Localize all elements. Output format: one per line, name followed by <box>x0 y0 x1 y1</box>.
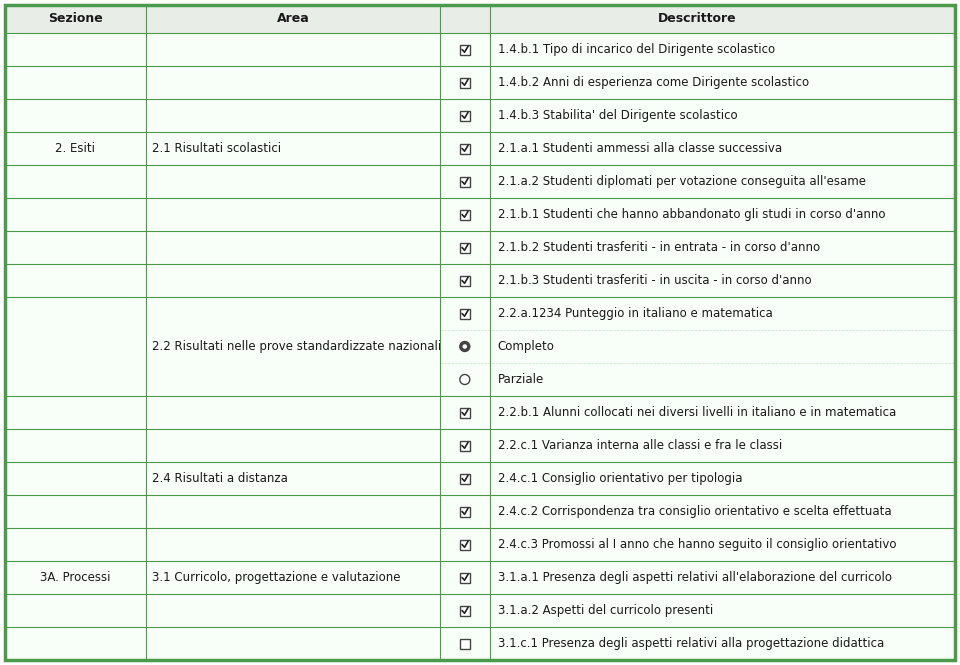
Bar <box>460 309 469 319</box>
Bar <box>5 495 955 528</box>
Text: 1.4.b.3 Stabilita' del Dirigente scolastico: 1.4.b.3 Stabilita' del Dirigente scolast… <box>497 109 737 122</box>
Text: 2.2.a.1234 Punteggio in italiano e matematica: 2.2.a.1234 Punteggio in italiano e matem… <box>497 307 772 320</box>
Circle shape <box>463 344 468 348</box>
Bar <box>5 462 955 495</box>
Bar <box>5 528 955 561</box>
Bar <box>460 573 469 583</box>
Text: 2.1.b.2 Studenti trasferiti - in entrata - in corso d'anno: 2.1.b.2 Studenti trasferiti - in entrata… <box>497 241 820 254</box>
Bar <box>5 561 955 594</box>
Bar <box>460 408 469 418</box>
Bar <box>5 198 955 231</box>
Bar <box>460 539 469 549</box>
Text: 1.4.b.2 Anni di esperienza come Dirigente scolastico: 1.4.b.2 Anni di esperienza come Dirigent… <box>497 76 808 89</box>
Text: 2.4 Risultati a distanza: 2.4 Risultati a distanza <box>152 472 287 485</box>
Bar <box>5 594 955 627</box>
Circle shape <box>460 374 469 384</box>
Text: Descrittore: Descrittore <box>659 13 737 25</box>
Text: 2.4.c.1 Consiglio orientativo per tipologia: 2.4.c.1 Consiglio orientativo per tipolo… <box>497 472 742 485</box>
Bar <box>460 110 469 120</box>
Text: Parziale: Parziale <box>497 373 543 386</box>
Text: 2.1.a.2 Studenti diplomati per votazione conseguita all'esame: 2.1.a.2 Studenti diplomati per votazione… <box>497 175 866 188</box>
Text: 2.1.b.3 Studenti trasferiti - in uscita - in corso d'anno: 2.1.b.3 Studenti trasferiti - in uscita … <box>497 274 811 287</box>
Bar <box>5 396 955 429</box>
Bar <box>460 606 469 616</box>
Bar <box>460 209 469 219</box>
Text: 3.1 Curricolo, progettazione e valutazione: 3.1 Curricolo, progettazione e valutazio… <box>152 571 400 584</box>
Text: Completo: Completo <box>497 340 554 353</box>
Bar <box>460 78 469 88</box>
Bar <box>460 176 469 186</box>
Text: 2.2 Risultati nelle prove standardizzate nazionali: 2.2 Risultati nelle prove standardizzate… <box>152 340 441 353</box>
Text: 3.1.a.2 Aspetti del curricolo presenti: 3.1.a.2 Aspetti del curricolo presenti <box>497 604 712 617</box>
Bar <box>460 45 469 55</box>
Text: Area: Area <box>276 13 309 25</box>
Bar <box>5 5 955 33</box>
Bar <box>5 231 955 264</box>
Text: 3A. Processi: 3A. Processi <box>40 571 110 584</box>
Bar <box>460 144 469 154</box>
Text: 3.1.a.1 Presenza degli aspetti relativi all'elaborazione del curricolo: 3.1.a.1 Presenza degli aspetti relativi … <box>497 571 892 584</box>
Text: 2.1.b.1 Studenti che hanno abbandonato gli studi in corso d'anno: 2.1.b.1 Studenti che hanno abbandonato g… <box>497 208 885 221</box>
Text: 2.4.c.2 Corrispondenza tra consiglio orientativo e scelta effettuata: 2.4.c.2 Corrispondenza tra consiglio ori… <box>497 505 891 518</box>
Bar <box>5 429 955 462</box>
Bar <box>460 638 469 648</box>
Text: 2.1 Risultati scolastici: 2.1 Risultati scolastici <box>152 142 280 155</box>
Text: 2.2.c.1 Varianza interna alle classi e fra le classi: 2.2.c.1 Varianza interna alle classi e f… <box>497 439 781 452</box>
Bar <box>5 297 955 396</box>
Bar <box>5 264 955 297</box>
Bar <box>460 507 469 517</box>
Bar <box>5 132 955 165</box>
Bar <box>5 99 955 132</box>
Bar <box>460 473 469 483</box>
Text: 2.2.b.1 Alunni collocati nei diversi livelli in italiano e in matematica: 2.2.b.1 Alunni collocati nei diversi liv… <box>497 406 896 419</box>
Bar <box>5 66 955 99</box>
Text: 3.1.c.1 Presenza degli aspetti relativi alla progettazione didattica: 3.1.c.1 Presenza degli aspetti relativi … <box>497 637 884 650</box>
Bar <box>5 33 955 66</box>
Bar <box>460 275 469 285</box>
Bar <box>5 627 955 660</box>
Text: 2.4.c.3 Promossi al I anno che hanno seguito il consiglio orientativo: 2.4.c.3 Promossi al I anno che hanno seg… <box>497 538 896 551</box>
Bar <box>460 243 469 253</box>
Text: 1.4.b.1 Tipo di incarico del Dirigente scolastico: 1.4.b.1 Tipo di incarico del Dirigente s… <box>497 43 775 56</box>
Text: 2. Esiti: 2. Esiti <box>56 142 95 155</box>
Circle shape <box>460 342 469 352</box>
Text: Sezione: Sezione <box>48 13 103 25</box>
Bar <box>5 165 955 198</box>
Text: 2.1.a.1 Studenti ammessi alla classe successiva: 2.1.a.1 Studenti ammessi alla classe suc… <box>497 142 781 155</box>
Bar <box>460 440 469 450</box>
